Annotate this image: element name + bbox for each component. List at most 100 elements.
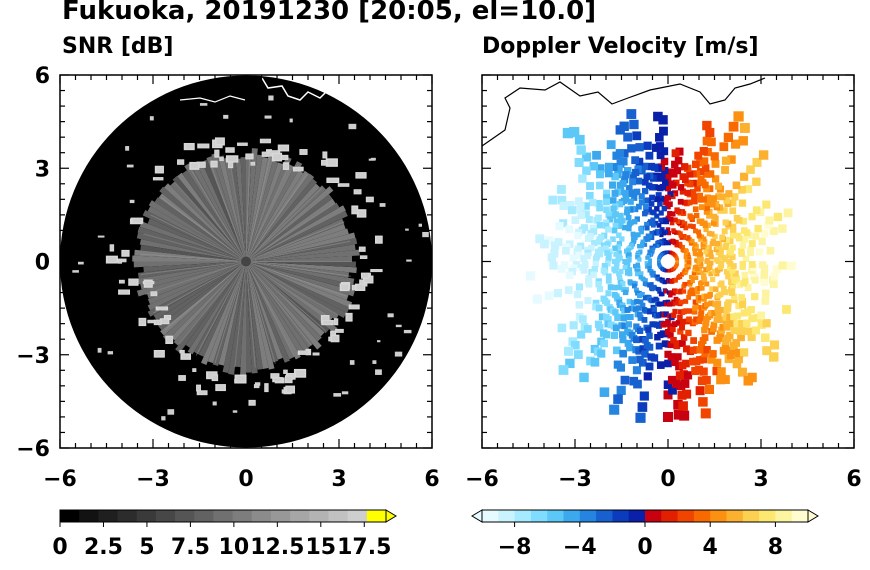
snr-wedge: [246, 157, 268, 262]
doppler-cell: [636, 311, 643, 318]
doppler-cell: [639, 271, 644, 276]
snr-clutter: [333, 393, 342, 397]
doppler-cell: [733, 214, 741, 222]
snr-panel: [59, 74, 433, 449]
snr-echo-cell: [336, 329, 343, 333]
doppler-cell: [699, 146, 708, 156]
doppler-cell: [747, 332, 756, 342]
doppler-cell: [568, 267, 576, 276]
snr-echo-cell: [283, 370, 288, 374]
doppler-cell: [603, 189, 611, 197]
doppler-cell: [664, 173, 672, 181]
doppler-cell: [680, 163, 689, 171]
coastline-doppler: [482, 77, 766, 147]
doppler-cell: [721, 156, 731, 165]
doppler-cell: [586, 356, 595, 366]
doppler-cell: [734, 354, 743, 364]
doppler-cell: [626, 109, 637, 119]
doppler-cell: [640, 239, 646, 244]
doppler-cell: [649, 209, 655, 215]
doppler-cell: [678, 324, 685, 331]
doppler-cell: [682, 389, 692, 399]
doppler-cell: [694, 264, 699, 269]
doppler-cell: [757, 320, 766, 329]
doppler-cell: [605, 211, 612, 219]
doppler-cell: [645, 255, 650, 260]
doppler-cell: [708, 260, 714, 266]
doppler-cell: [646, 220, 652, 226]
snr-clutter: [126, 164, 134, 168]
snr-echo-cell: [161, 319, 169, 324]
snr-wedge: [246, 148, 258, 262]
doppler-cell: [705, 257, 710, 263]
snr-echo-cell: [278, 155, 287, 160]
snr-echo-cell: [118, 259, 122, 263]
doppler-cell: [691, 288, 697, 293]
doppler-cell: [585, 216, 593, 224]
doppler-cell: [741, 236, 749, 243]
doppler-cell: [690, 291, 696, 297]
doppler-cell: [616, 284, 623, 291]
doppler-cell: [642, 210, 648, 217]
doppler-cell: [732, 270, 739, 277]
doppler-cell: [667, 353, 675, 361]
snr-echo-cell: [354, 190, 361, 194]
snr-echo-cell: [228, 161, 233, 167]
doppler-cell: [643, 173, 651, 181]
snr-wedge: [218, 261, 246, 366]
doppler-cell: [663, 390, 673, 400]
snr-echo-cell: [358, 210, 366, 217]
doppler-cell: [748, 240, 756, 247]
doppler-cell: [686, 316, 692, 323]
doppler-cell: [590, 357, 600, 367]
snr-echo-cell: [367, 197, 373, 202]
doppler-cell: [625, 253, 631, 259]
snr-wedge: [138, 261, 246, 279]
snr-wedge: [196, 162, 246, 262]
doppler-cell: [715, 300, 722, 307]
doppler-cell: [659, 232, 664, 238]
snr-wedge: [182, 170, 246, 262]
doppler-cell: [605, 290, 612, 297]
doppler-cell: [692, 160, 700, 169]
doppler-cell: [685, 329, 692, 337]
doppler-cell: [718, 260, 725, 267]
snr-streak: [190, 170, 247, 262]
doppler-cell: [770, 272, 779, 281]
snr-echo-cell: [217, 385, 225, 390]
snr-wedge: [246, 162, 284, 262]
doppler-cell: [739, 348, 749, 357]
doppler-cell: [602, 269, 609, 276]
doppler-cell: [703, 319, 710, 326]
snr-echo-cell: [279, 145, 288, 151]
doppler-cell: [592, 299, 600, 307]
doppler-cell: [616, 274, 623, 280]
doppler-cell: [733, 275, 740, 282]
snr-wedge: [228, 261, 246, 375]
doppler-cell: [673, 409, 684, 420]
doppler-cell: [595, 181, 604, 190]
doppler-cell: [564, 286, 573, 294]
doppler-cell: [671, 291, 676, 296]
doppler-cell: [704, 244, 710, 250]
doppler-cell: [631, 239, 636, 244]
snr-streak: [245, 261, 295, 357]
doppler-cell: [696, 254, 702, 260]
doppler-cell: [604, 260, 611, 267]
doppler-cell: [610, 236, 616, 243]
doppler-cell: [710, 152, 719, 161]
doppler-cell: [616, 181, 624, 189]
doppler-cell: [605, 256, 612, 263]
doppler-cell: [729, 244, 736, 251]
doppler-cell: [714, 306, 721, 313]
doppler-cell: [705, 127, 715, 138]
snr-wedge: [246, 261, 355, 291]
snr-echo-cell: [339, 183, 348, 187]
doppler-cell: [663, 289, 669, 294]
doppler-cell: [632, 366, 641, 375]
doppler-cell: [738, 185, 746, 194]
doppler-cell: [682, 221, 688, 227]
doppler-cell: [752, 232, 760, 240]
snr-streak: [245, 261, 256, 368]
